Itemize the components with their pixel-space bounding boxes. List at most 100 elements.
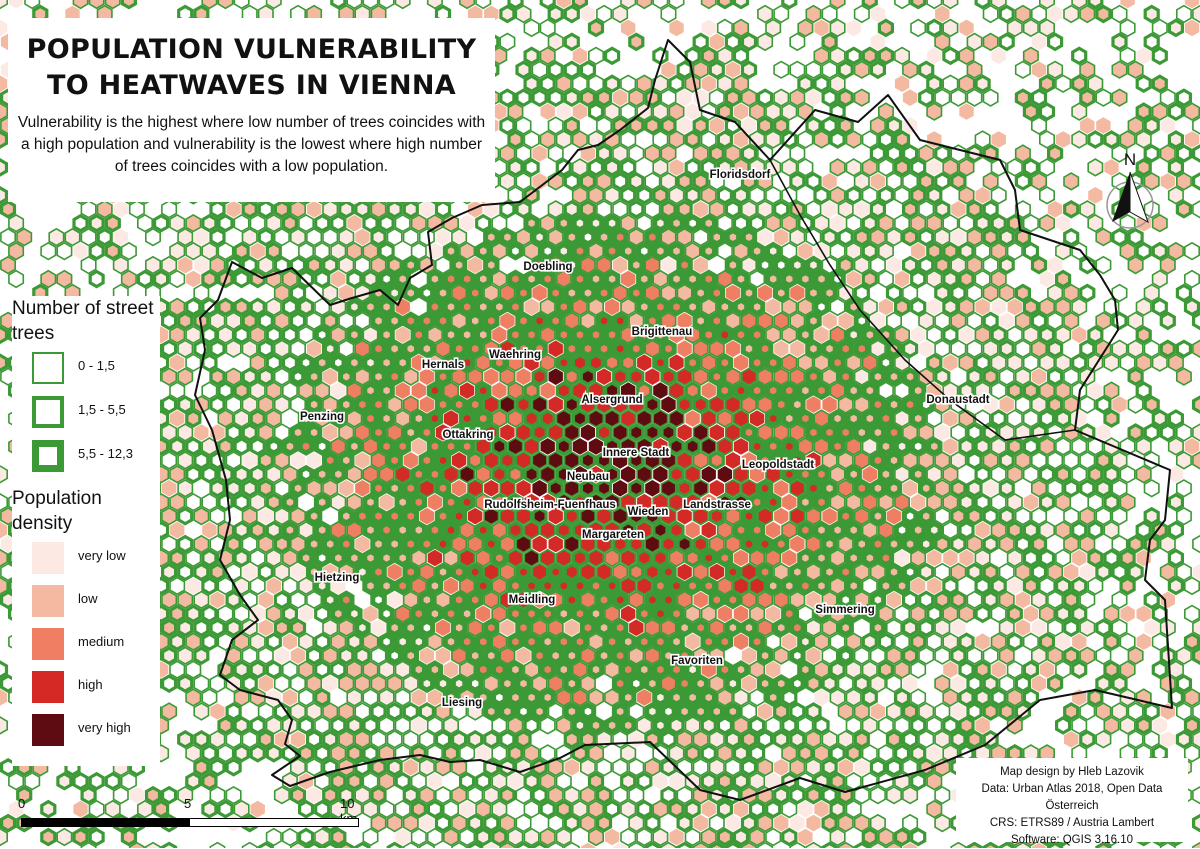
hex-cell xyxy=(982,311,999,331)
hex-cell xyxy=(153,242,169,260)
hex-cell xyxy=(798,800,813,818)
hex-cell xyxy=(579,785,596,805)
hex-cell xyxy=(508,772,523,790)
hex-cell xyxy=(958,241,975,261)
hex-cell xyxy=(1038,464,1056,484)
hex-cell xyxy=(885,144,903,163)
hex-cell xyxy=(773,534,790,554)
hex-cell xyxy=(571,520,589,540)
hex-cell xyxy=(959,577,974,595)
hex-cell xyxy=(434,758,452,777)
hex-cell xyxy=(668,799,685,819)
hex-cell xyxy=(660,227,677,247)
hex-cell xyxy=(322,339,339,359)
hex-cell xyxy=(773,450,790,470)
hex-cell xyxy=(354,618,371,638)
hex-cell xyxy=(1095,311,1112,331)
hex-cell xyxy=(862,466,877,483)
hex-cell xyxy=(1095,702,1112,721)
hex-cell xyxy=(418,562,435,582)
hex-cell xyxy=(281,492,299,512)
hex-cell xyxy=(40,827,57,847)
hex-cell xyxy=(829,548,846,568)
hex-cell xyxy=(177,367,194,386)
hex-cell xyxy=(363,605,378,623)
legend-panel: Number of street trees 0 - 1,5 1,5 - 5,5… xyxy=(12,296,160,766)
hex-cell xyxy=(926,74,943,94)
hex-cell xyxy=(1176,4,1192,24)
hex-cell xyxy=(507,743,524,763)
hex-cell xyxy=(1007,270,1022,288)
hex-cell xyxy=(951,228,966,246)
hex-cell xyxy=(676,367,693,386)
hex-cell xyxy=(451,534,468,554)
hex-cell xyxy=(798,689,813,706)
hex-cell xyxy=(975,298,990,316)
hex-cell xyxy=(186,382,201,399)
hex-cell xyxy=(660,88,677,107)
hex-cell xyxy=(80,841,97,848)
hex-cell xyxy=(491,744,508,763)
hex-cell xyxy=(1184,438,1200,455)
hex-cell xyxy=(1039,744,1055,763)
hex-cell xyxy=(402,367,419,386)
hex-cell xyxy=(491,353,508,373)
hex-cell xyxy=(918,423,935,442)
hex-cell xyxy=(1095,506,1112,526)
hex-cell xyxy=(524,0,539,9)
hex-cell xyxy=(766,772,781,790)
hex-cell xyxy=(790,814,805,832)
hex-cell xyxy=(853,311,870,331)
hex-cell xyxy=(491,520,508,540)
hex-cell xyxy=(201,743,218,763)
hex-cell xyxy=(426,576,444,596)
hex-cell xyxy=(249,576,266,596)
hex-cell xyxy=(966,841,983,848)
hex-cell xyxy=(483,227,500,247)
hex-cell xyxy=(402,534,419,554)
hex-cell xyxy=(434,730,452,749)
hex-cell xyxy=(749,410,765,427)
hex-cell xyxy=(740,841,758,848)
hex-cell xyxy=(322,730,339,749)
hex-cell xyxy=(233,0,250,10)
hex-cell xyxy=(708,367,725,387)
hex-cell xyxy=(693,256,708,274)
hex-cell xyxy=(331,382,346,399)
hex-cell xyxy=(426,213,443,233)
hex-cell xyxy=(684,158,701,177)
hex-cell xyxy=(1014,144,1031,163)
hex-cell xyxy=(869,116,886,135)
hex-cell xyxy=(539,130,556,149)
hex-cell xyxy=(877,464,895,484)
hex-cell xyxy=(837,646,854,666)
hex-cell xyxy=(442,743,460,763)
hex-cell xyxy=(821,813,838,833)
hex-cell xyxy=(225,395,242,414)
hex-cell xyxy=(523,130,540,149)
hex-cell xyxy=(386,618,403,638)
hex-cell xyxy=(1159,339,1176,359)
hex-cell xyxy=(740,562,758,582)
hex-cell xyxy=(636,325,653,345)
hex-cell xyxy=(1167,241,1184,261)
hex-cell xyxy=(579,60,597,80)
hex-cell xyxy=(547,32,564,52)
hex-cell xyxy=(492,131,507,148)
hex-cell xyxy=(1136,661,1151,678)
hex-cell xyxy=(1104,159,1119,176)
hex-cell xyxy=(362,660,379,679)
hex-cell xyxy=(555,297,572,317)
hex-cell xyxy=(966,534,983,554)
hex-cell xyxy=(475,492,492,512)
hex-cell xyxy=(241,395,258,414)
hex-cell xyxy=(1063,367,1080,386)
hex-cell xyxy=(837,479,854,498)
hex-cell xyxy=(330,632,347,651)
hex-cell xyxy=(708,674,725,693)
hex-cell xyxy=(1054,604,1072,624)
hex-cell xyxy=(499,730,516,749)
hex-cell xyxy=(990,353,1007,372)
hex-cell xyxy=(636,297,653,317)
hex-cell xyxy=(298,325,315,345)
